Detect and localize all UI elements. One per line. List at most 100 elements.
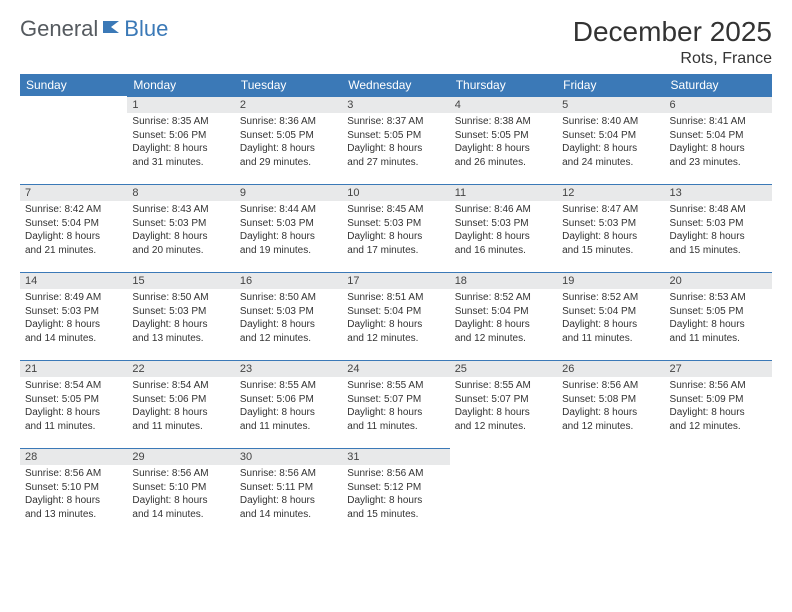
- day-number: 3: [342, 96, 449, 113]
- day-info: Sunrise: 8:55 AMSunset: 5:07 PMDaylight:…: [450, 377, 557, 437]
- header-row: General Blue December 2025 Rots, France: [20, 16, 772, 68]
- day-number: 7: [20, 184, 127, 201]
- day-number: 6: [665, 96, 772, 113]
- weekday-header: Sunday: [20, 74, 127, 96]
- day-info: Sunrise: 8:56 AMSunset: 5:09 PMDaylight:…: [665, 377, 772, 437]
- flag-icon: [102, 19, 122, 40]
- day-info: Sunrise: 8:48 AMSunset: 5:03 PMDaylight:…: [665, 201, 772, 261]
- day-info: Sunrise: 8:54 AMSunset: 5:06 PMDaylight:…: [127, 377, 234, 437]
- calendar-cell: 29Sunrise: 8:56 AMSunset: 5:10 PMDayligh…: [127, 448, 234, 536]
- logo-text-general: General: [20, 16, 98, 42]
- calendar-cell: 20Sunrise: 8:53 AMSunset: 5:05 PMDayligh…: [665, 272, 772, 360]
- day-number: 4: [450, 96, 557, 113]
- day-info: Sunrise: 8:38 AMSunset: 5:05 PMDaylight:…: [450, 113, 557, 173]
- calendar-body: 1Sunrise: 8:35 AMSunset: 5:06 PMDaylight…: [20, 96, 772, 536]
- calendar-week: 14Sunrise: 8:49 AMSunset: 5:03 PMDayligh…: [20, 272, 772, 360]
- day-number: 23: [235, 360, 342, 377]
- day-info: Sunrise: 8:56 AMSunset: 5:08 PMDaylight:…: [557, 377, 664, 437]
- day-info: Sunrise: 8:52 AMSunset: 5:04 PMDaylight:…: [557, 289, 664, 349]
- calendar-week: 1Sunrise: 8:35 AMSunset: 5:06 PMDaylight…: [20, 96, 772, 184]
- day-info: Sunrise: 8:55 AMSunset: 5:06 PMDaylight:…: [235, 377, 342, 437]
- day-info: Sunrise: 8:45 AMSunset: 5:03 PMDaylight:…: [342, 201, 449, 261]
- day-info: Sunrise: 8:46 AMSunset: 5:03 PMDaylight:…: [450, 201, 557, 261]
- day-number: 10: [342, 184, 449, 201]
- day-number: 22: [127, 360, 234, 377]
- calendar-cell: 18Sunrise: 8:52 AMSunset: 5:04 PMDayligh…: [450, 272, 557, 360]
- calendar-cell: 7Sunrise: 8:42 AMSunset: 5:04 PMDaylight…: [20, 184, 127, 272]
- calendar-cell: 23Sunrise: 8:55 AMSunset: 5:06 PMDayligh…: [235, 360, 342, 448]
- calendar-cell: 14Sunrise: 8:49 AMSunset: 5:03 PMDayligh…: [20, 272, 127, 360]
- logo: General Blue: [20, 16, 168, 42]
- day-number: 16: [235, 272, 342, 289]
- calendar-cell: 31Sunrise: 8:56 AMSunset: 5:12 PMDayligh…: [342, 448, 449, 536]
- day-number: 9: [235, 184, 342, 201]
- day-number: 25: [450, 360, 557, 377]
- calendar-cell: 2Sunrise: 8:36 AMSunset: 5:05 PMDaylight…: [235, 96, 342, 184]
- day-info: Sunrise: 8:44 AMSunset: 5:03 PMDaylight:…: [235, 201, 342, 261]
- calendar-cell: 13Sunrise: 8:48 AMSunset: 5:03 PMDayligh…: [665, 184, 772, 272]
- day-info: Sunrise: 8:56 AMSunset: 5:12 PMDaylight:…: [342, 465, 449, 525]
- calendar-cell-empty: [557, 448, 664, 536]
- day-info: Sunrise: 8:35 AMSunset: 5:06 PMDaylight:…: [127, 113, 234, 173]
- day-number: 21: [20, 360, 127, 377]
- calendar-week: 28Sunrise: 8:56 AMSunset: 5:10 PMDayligh…: [20, 448, 772, 536]
- calendar-cell-empty: [665, 448, 772, 536]
- calendar-cell: 12Sunrise: 8:47 AMSunset: 5:03 PMDayligh…: [557, 184, 664, 272]
- day-number: 28: [20, 448, 127, 465]
- weekday-header: Monday: [127, 74, 234, 96]
- day-number: 5: [557, 96, 664, 113]
- day-info: Sunrise: 8:54 AMSunset: 5:05 PMDaylight:…: [20, 377, 127, 437]
- calendar-cell: 24Sunrise: 8:55 AMSunset: 5:07 PMDayligh…: [342, 360, 449, 448]
- day-number: 27: [665, 360, 772, 377]
- day-number: 20: [665, 272, 772, 289]
- calendar-cell: 30Sunrise: 8:56 AMSunset: 5:11 PMDayligh…: [235, 448, 342, 536]
- calendar-cell-empty: [20, 96, 127, 184]
- day-info: Sunrise: 8:51 AMSunset: 5:04 PMDaylight:…: [342, 289, 449, 349]
- calendar-cell: 8Sunrise: 8:43 AMSunset: 5:03 PMDaylight…: [127, 184, 234, 272]
- calendar-cell: 3Sunrise: 8:37 AMSunset: 5:05 PMDaylight…: [342, 96, 449, 184]
- calendar-cell: 26Sunrise: 8:56 AMSunset: 5:08 PMDayligh…: [557, 360, 664, 448]
- day-number: 24: [342, 360, 449, 377]
- day-info: Sunrise: 8:56 AMSunset: 5:11 PMDaylight:…: [235, 465, 342, 525]
- calendar-page: General Blue December 2025 Rots, France …: [0, 0, 792, 548]
- day-info: Sunrise: 8:55 AMSunset: 5:07 PMDaylight:…: [342, 377, 449, 437]
- day-number: 17: [342, 272, 449, 289]
- calendar-week: 21Sunrise: 8:54 AMSunset: 5:05 PMDayligh…: [20, 360, 772, 448]
- calendar-cell: 17Sunrise: 8:51 AMSunset: 5:04 PMDayligh…: [342, 272, 449, 360]
- day-number: 12: [557, 184, 664, 201]
- day-info: Sunrise: 8:50 AMSunset: 5:03 PMDaylight:…: [127, 289, 234, 349]
- calendar-table: SundayMondayTuesdayWednesdayThursdayFrid…: [20, 74, 772, 536]
- day-number: 13: [665, 184, 772, 201]
- calendar-cell: 1Sunrise: 8:35 AMSunset: 5:06 PMDaylight…: [127, 96, 234, 184]
- day-number: 30: [235, 448, 342, 465]
- day-info: Sunrise: 8:36 AMSunset: 5:05 PMDaylight:…: [235, 113, 342, 173]
- day-info: Sunrise: 8:37 AMSunset: 5:05 PMDaylight:…: [342, 113, 449, 173]
- day-number: 31: [342, 448, 449, 465]
- calendar-cell: 9Sunrise: 8:44 AMSunset: 5:03 PMDaylight…: [235, 184, 342, 272]
- day-number: 18: [450, 272, 557, 289]
- calendar-cell: 11Sunrise: 8:46 AMSunset: 5:03 PMDayligh…: [450, 184, 557, 272]
- day-info: Sunrise: 8:41 AMSunset: 5:04 PMDaylight:…: [665, 113, 772, 173]
- calendar-cell: 27Sunrise: 8:56 AMSunset: 5:09 PMDayligh…: [665, 360, 772, 448]
- calendar-week: 7Sunrise: 8:42 AMSunset: 5:04 PMDaylight…: [20, 184, 772, 272]
- day-info: Sunrise: 8:53 AMSunset: 5:05 PMDaylight:…: [665, 289, 772, 349]
- day-info: Sunrise: 8:42 AMSunset: 5:04 PMDaylight:…: [20, 201, 127, 261]
- day-number: 19: [557, 272, 664, 289]
- logo-text-blue: Blue: [124, 16, 168, 42]
- weekday-header: Wednesday: [342, 74, 449, 96]
- day-number: 15: [127, 272, 234, 289]
- day-number: 11: [450, 184, 557, 201]
- calendar-head: SundayMondayTuesdayWednesdayThursdayFrid…: [20, 74, 772, 96]
- day-info: Sunrise: 8:56 AMSunset: 5:10 PMDaylight:…: [20, 465, 127, 525]
- calendar-cell: 21Sunrise: 8:54 AMSunset: 5:05 PMDayligh…: [20, 360, 127, 448]
- location-subtitle: Rots, France: [573, 50, 772, 68]
- day-info: Sunrise: 8:56 AMSunset: 5:10 PMDaylight:…: [127, 465, 234, 525]
- day-info: Sunrise: 8:50 AMSunset: 5:03 PMDaylight:…: [235, 289, 342, 349]
- day-number: 29: [127, 448, 234, 465]
- weekday-header: Saturday: [665, 74, 772, 96]
- day-number: 1: [127, 96, 234, 113]
- calendar-cell: 25Sunrise: 8:55 AMSunset: 5:07 PMDayligh…: [450, 360, 557, 448]
- weekday-header: Friday: [557, 74, 664, 96]
- day-info: Sunrise: 8:47 AMSunset: 5:03 PMDaylight:…: [557, 201, 664, 261]
- day-number: 26: [557, 360, 664, 377]
